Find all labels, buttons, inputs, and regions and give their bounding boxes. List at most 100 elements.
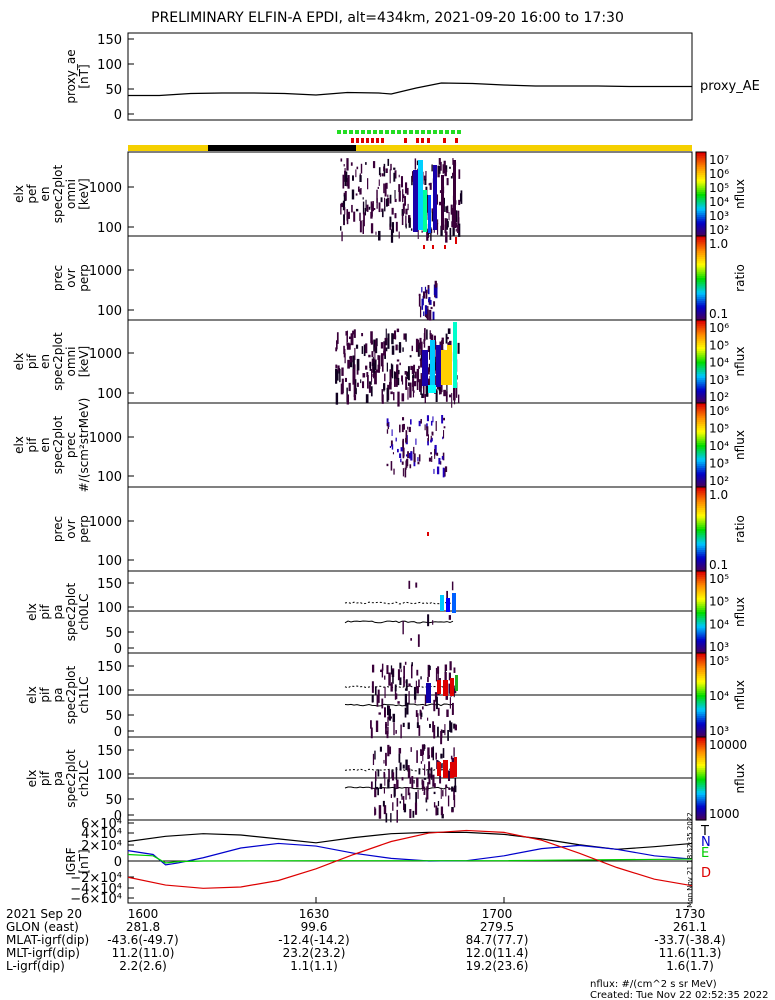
spectrogram-mark xyxy=(413,364,416,373)
spectrogram-mark xyxy=(395,221,398,232)
spectrogram-mark xyxy=(381,365,384,372)
spectrogram-mark xyxy=(405,454,408,457)
colorbar-cell xyxy=(696,238,706,241)
colorbar-cell xyxy=(696,730,706,734)
spectrogram-mark xyxy=(391,222,395,233)
ratio-mark xyxy=(418,294,421,307)
footer-row-value: 1730 xyxy=(675,907,706,921)
colorbar-cell xyxy=(696,290,706,294)
colorbar-cell xyxy=(696,630,706,634)
spectrogram-mark xyxy=(411,175,413,186)
colorbar-cell xyxy=(696,407,706,410)
colorbar-cell xyxy=(696,472,706,475)
spectrogram-mark xyxy=(360,163,363,174)
spectrogram-mark xyxy=(391,444,394,450)
spectrogram-mark xyxy=(458,199,461,206)
spectrogram-mark xyxy=(443,160,446,174)
panel-frame-elx_pif_en_spec2plot_prec xyxy=(127,402,693,488)
colorbar-cell xyxy=(696,271,706,275)
spectrogram-mark xyxy=(449,720,451,732)
spectrogram-mark xyxy=(393,172,396,182)
spectrogram-mark xyxy=(387,425,390,430)
spectrogram-mark xyxy=(389,169,391,184)
spectrogram-mark xyxy=(371,681,374,693)
spectrogram-mark xyxy=(417,342,420,357)
colorbar-cell xyxy=(696,539,706,543)
ratio-mark xyxy=(423,311,425,317)
colorbar-cell xyxy=(696,618,706,621)
spectrogram-mark xyxy=(416,380,419,390)
ytick-label: −2×10⁴ xyxy=(70,871,122,886)
panel-ylabel-line: elx xyxy=(25,770,39,788)
colorbar-cell xyxy=(696,579,706,582)
spectrogram-mark xyxy=(399,424,401,433)
colorbar-cell xyxy=(696,648,706,652)
ytick-label: 100 xyxy=(97,684,122,699)
ratio-mark xyxy=(425,289,428,299)
spectrogram-mark xyxy=(385,721,387,735)
spectrogram-mark xyxy=(394,213,397,219)
spectrogram-mark xyxy=(397,701,400,704)
spectrogram-mark xyxy=(405,223,407,229)
colorbar-cell xyxy=(696,164,706,168)
spectrogram-mark xyxy=(362,197,364,200)
spectrogram-mark xyxy=(420,373,422,388)
spectrogram-mark xyxy=(408,580,411,589)
spectrogram-mark xyxy=(355,344,359,349)
science-zone-marker xyxy=(445,130,449,134)
spectrogram-mark xyxy=(407,451,409,459)
spectrogram-mark xyxy=(405,679,408,691)
spectrogram-mark xyxy=(418,454,421,462)
spectrogram-mark xyxy=(401,393,405,402)
colorbar-cell xyxy=(696,388,706,392)
spectrogram-mark xyxy=(415,792,418,807)
colorbar-tick-label: 0.1 xyxy=(709,558,728,572)
science-zone-marker xyxy=(409,130,413,134)
spectrogram-mark xyxy=(433,791,436,795)
spectrogram-mark xyxy=(430,435,432,442)
colorbar-cell xyxy=(696,724,706,728)
colorbar-cell xyxy=(696,398,706,402)
spectrogram-mark xyxy=(448,672,452,681)
science-zone-marker xyxy=(433,130,437,134)
spectrogram-mark xyxy=(396,779,399,789)
spectrogram-mark xyxy=(389,216,392,227)
spectrogram-mark xyxy=(444,468,446,477)
spectrogram-mark xyxy=(403,796,405,811)
spectrogram-mark xyxy=(401,461,404,465)
ytick-label: 4×10⁴ xyxy=(81,827,122,842)
colorbar-cell xyxy=(696,440,706,444)
spectrogram-mark xyxy=(410,747,412,752)
spectrogram-mark xyxy=(452,158,454,165)
spectrogram-mark xyxy=(381,173,384,177)
spectrogram-mark xyxy=(402,620,404,635)
colorbar-cell xyxy=(696,461,706,465)
panel-ylabel-line: ovr xyxy=(64,268,78,287)
colorbar-cell xyxy=(696,701,706,704)
spectrogram-mark xyxy=(450,678,454,696)
ytick-label: 150 xyxy=(97,33,122,48)
spectrogram-mark xyxy=(398,190,401,202)
legend-E: E xyxy=(701,846,709,861)
spectrogram-mark xyxy=(418,420,421,427)
colorbar-cell xyxy=(696,229,706,233)
spectrogram-mark xyxy=(355,169,357,178)
spectrogram-mark xyxy=(418,160,423,230)
panel-ylabel-line: spec2plot xyxy=(64,582,78,641)
spectrogram-mark xyxy=(447,729,449,741)
spectrogram-mark xyxy=(425,170,427,181)
spectrogram-mark xyxy=(434,783,436,788)
spectrogram-mark xyxy=(421,393,424,399)
spectrogram-mark xyxy=(433,165,437,230)
spectrogram-mark xyxy=(432,721,435,733)
spectrogram-mark xyxy=(451,702,454,715)
spectrogram-mark xyxy=(381,209,384,218)
colorbar-cell xyxy=(696,338,706,342)
colorbar-label: ratio xyxy=(733,264,747,292)
spectrogram-mark xyxy=(409,792,411,800)
spectrogram-mark xyxy=(361,346,364,354)
precip-marker xyxy=(356,138,359,143)
spectrogram-mark xyxy=(444,220,447,224)
spectrogram-mark xyxy=(371,203,373,217)
science-zone-marker xyxy=(391,130,395,134)
